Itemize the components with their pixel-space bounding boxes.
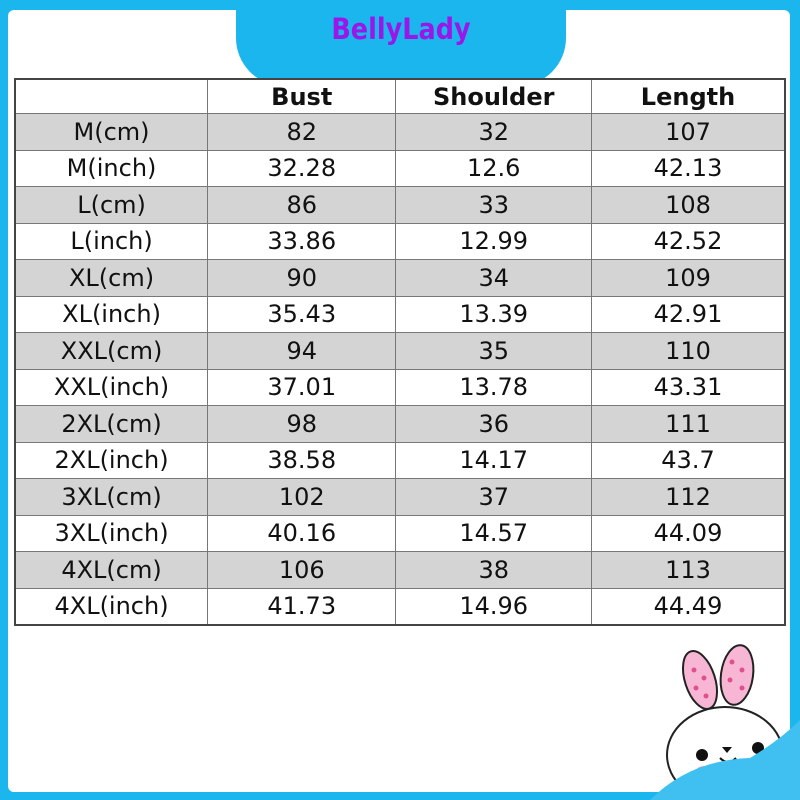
size-label-cell: XL(inch) [14,295,209,333]
corner-cell [14,78,209,114]
measurement-cell: 90 [207,259,397,297]
table-row: 3XL(inch) 40.16 14.57 44.09 [14,514,786,552]
measurement-cell: 43.31 [591,368,786,406]
size-table: Bust Shoulder Length M(cm) 82 32 107 M(inch) 32… [14,78,786,626]
brand-name: BellyLady [331,12,471,46]
measurement-cell: 12.6 [395,149,593,187]
measurement-cell: 44.49 [591,587,786,626]
measurement-cell: 82 [207,113,397,151]
measurement-cell: 37.01 [207,368,397,406]
measurement-cell: 109 [591,259,786,297]
table-row: 4XL(inch) 41.73 14.96 44.49 [14,587,786,626]
measurement-cell: 14.57 [395,514,593,552]
table-row: XXL(inch) 37.01 13.78 43.31 [14,368,786,406]
measurement-cell: 14.96 [395,587,593,626]
bunny-icon [650,644,800,800]
measurement-cell: 42.13 [591,149,786,187]
measurement-cell: 40.16 [207,514,397,552]
measurement-cell: 41.73 [207,587,397,626]
column-header: Length [591,78,786,114]
table-row: L(cm) 86 33 108 [14,186,786,224]
size-label-cell: XXL(cm) [14,332,209,370]
measurement-cell: 110 [591,332,786,370]
measurement-cell: 35 [395,332,593,370]
measurement-cell: 111 [591,405,786,443]
size-label-cell: L(inch) [14,222,209,260]
size-label-cell: XXL(inch) [14,368,209,406]
table-row: L(inch) 33.86 12.99 42.52 [14,222,786,260]
measurement-cell: 112 [591,478,786,516]
measurement-cell: 35.43 [207,295,397,333]
measurement-cell: 38 [395,551,593,589]
measurement-cell: 37 [395,478,593,516]
size-label-cell: 4XL(cm) [14,551,209,589]
measurement-cell: 14.17 [395,441,593,479]
measurement-cell: 12.99 [395,222,593,260]
measurement-cell: 42.52 [591,222,786,260]
column-header: Bust [207,78,397,114]
measurement-cell: 32 [395,113,593,151]
measurement-cell: 86 [207,186,397,224]
measurement-cell: 42.91 [591,295,786,333]
measurement-cell: 13.78 [395,368,593,406]
size-label-cell: M(cm) [14,113,209,151]
size-label-cell: 2XL(inch) [14,441,209,479]
brand-tab: BellyLady [236,0,566,86]
table-row: 4XL(cm) 106 38 113 [14,551,786,589]
measurement-cell: 33 [395,186,593,224]
measurement-cell: 98 [207,405,397,443]
size-label-cell: 2XL(cm) [14,405,209,443]
size-label-cell: 3XL(inch) [14,514,209,552]
table-row: XL(inch) 35.43 13.39 42.91 [14,295,786,333]
table-row: XXL(cm) 94 35 110 [14,332,786,370]
measurement-cell: 34 [395,259,593,297]
size-label-cell: XL(cm) [14,259,209,297]
measurement-cell: 108 [591,186,786,224]
size-label-cell: 3XL(cm) [14,478,209,516]
measurement-cell: 113 [591,551,786,589]
table-row: 2XL(cm) 98 36 111 [14,405,786,443]
measurement-cell: 44.09 [591,514,786,552]
measurement-cell: 13.39 [395,295,593,333]
size-label-cell: 4XL(inch) [14,587,209,626]
size-label-cell: L(cm) [14,186,209,224]
table-row: M(inch) 32.28 12.6 42.13 [14,149,786,187]
measurement-cell: 94 [207,332,397,370]
measurement-cell: 36 [395,405,593,443]
measurement-cell: 107 [591,113,786,151]
table-header: Bust Shoulder Length [14,78,786,114]
table-row: 2XL(inch) 38.58 14.17 43.7 [14,441,786,479]
measurement-cell: 38.58 [207,441,397,479]
column-header: Shoulder [395,78,593,114]
measurement-cell: 33.86 [207,222,397,260]
measurement-cell: 43.7 [591,441,786,479]
measurement-cell: 106 [207,551,397,589]
size-label-cell: M(inch) [14,149,209,187]
table-row: 3XL(cm) 102 37 112 [14,478,786,516]
table-row: M(cm) 82 32 107 [14,113,786,151]
measurement-cell: 32.28 [207,149,397,187]
table-row: XL(cm) 90 34 109 [14,259,786,297]
measurement-cell: 102 [207,478,397,516]
